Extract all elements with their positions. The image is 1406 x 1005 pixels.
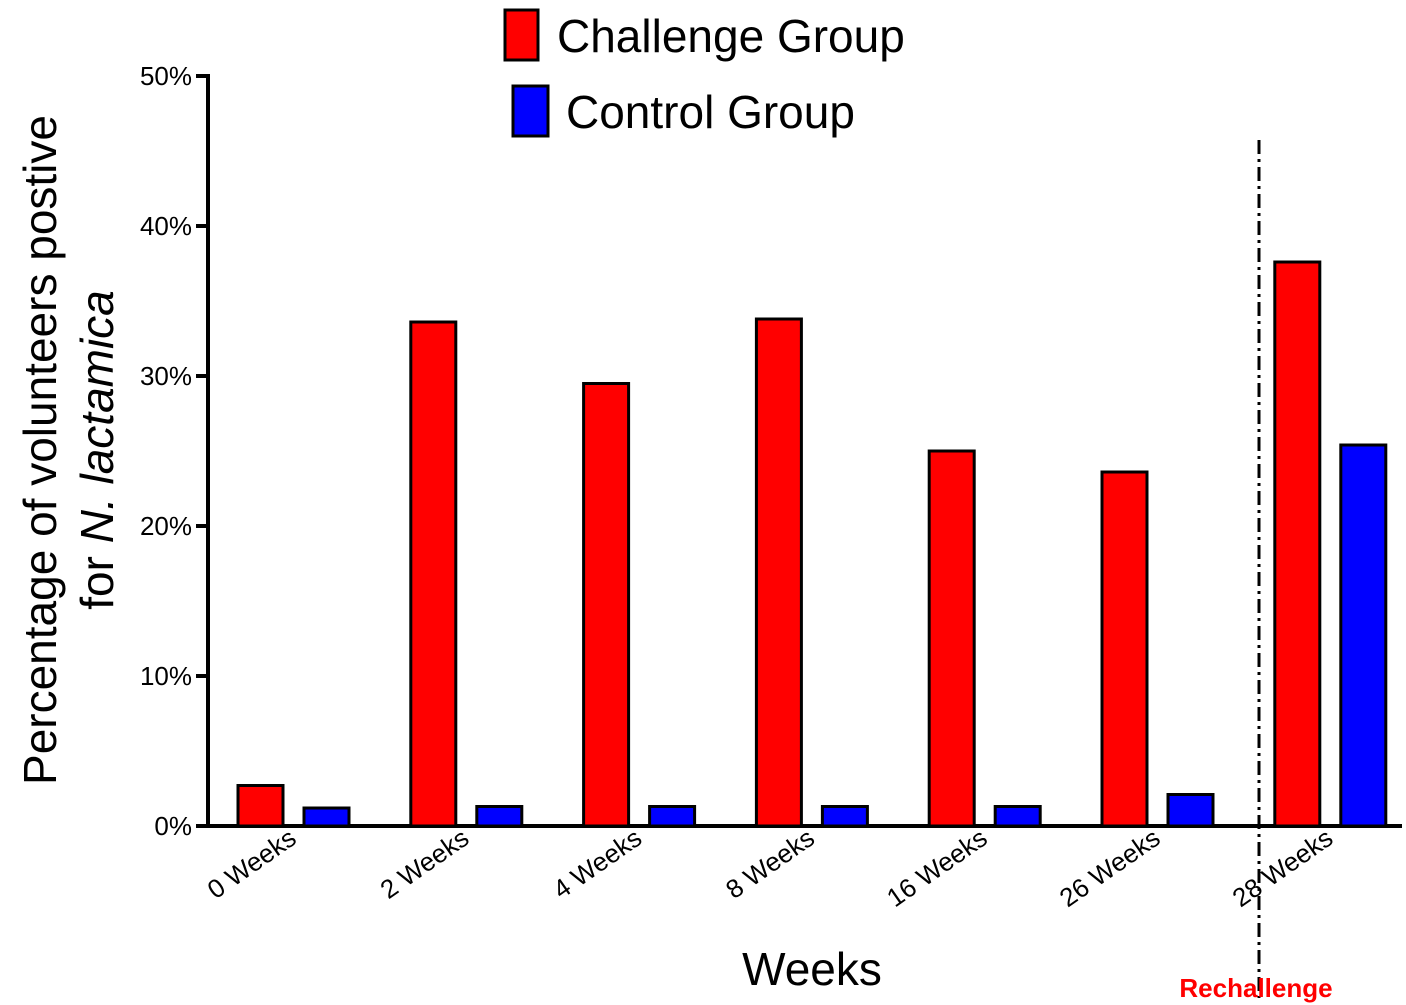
bar-challenge-26-weeks bbox=[1100, 470, 1149, 828]
x-tick-label: 2 Weeks bbox=[375, 822, 475, 904]
bar-challenge-4-weeks bbox=[582, 382, 631, 828]
bar-challenge-0-weeks bbox=[236, 784, 285, 828]
legend-label-challenge: Challenge Group bbox=[557, 10, 905, 62]
legend: Challenge Group Control Group bbox=[503, 8, 905, 138]
x-tick-label: 8 Weeks bbox=[720, 822, 820, 904]
y-tick-label: 50% bbox=[140, 61, 192, 91]
x-tick-label: 0 Weeks bbox=[202, 822, 302, 904]
bar-challenge-8-weeks bbox=[754, 317, 803, 828]
y-axis-title: Percentage of volunteers postive for N. … bbox=[14, 115, 123, 785]
bar-control-0-weeks bbox=[302, 806, 351, 828]
bar-challenge-16-weeks bbox=[927, 449, 976, 828]
y-tick-label: 20% bbox=[140, 511, 192, 541]
x-tick-label: 26 Weeks bbox=[1054, 822, 1166, 913]
legend-swatch-control bbox=[511, 84, 550, 138]
bars bbox=[236, 260, 1388, 828]
x-tick-label: 16 Weeks bbox=[881, 822, 993, 913]
bar-control-26-weeks bbox=[1166, 793, 1215, 828]
legend-swatch-challenge bbox=[503, 8, 540, 62]
y-axis-title-species: N. lactamica bbox=[71, 290, 123, 543]
x-tick-label: 28 Weeks bbox=[1227, 822, 1339, 913]
bar-control-2-weeks bbox=[475, 805, 524, 828]
bar-control-28-weeks bbox=[1339, 443, 1388, 828]
y-ticks: 0% 10% 20% 30% 40% 50% bbox=[140, 61, 208, 841]
y-tick-label: 0% bbox=[154, 811, 192, 841]
x-axis-title: Weeks bbox=[742, 943, 882, 995]
y-axis-title-line2: for N. lactamica bbox=[71, 290, 123, 610]
y-tick-label: 40% bbox=[140, 211, 192, 241]
bar-challenge-28-weeks bbox=[1273, 260, 1322, 828]
bar-control-4-weeks bbox=[648, 805, 697, 828]
y-tick-label: 30% bbox=[140, 361, 192, 391]
rechallenge-label: Rechallenge bbox=[1179, 973, 1332, 1003]
bar-control-8-weeks bbox=[820, 805, 869, 828]
bar-control-16-weeks bbox=[993, 805, 1042, 828]
y-tick-label: 10% bbox=[140, 661, 192, 691]
y-axis-title-line1: Percentage of volunteers postive bbox=[14, 115, 66, 785]
legend-label-control: Control Group bbox=[566, 86, 855, 138]
x-tick-label: 4 Weeks bbox=[547, 822, 647, 904]
bar-challenge-2-weeks bbox=[409, 320, 458, 828]
x-tick-labels: 0 Weeks 2 Weeks 4 Weeks 8 Weeks 16 Weeks 26 W… bbox=[202, 822, 1338, 913]
y-axis-title-prefix: for bbox=[71, 543, 123, 609]
